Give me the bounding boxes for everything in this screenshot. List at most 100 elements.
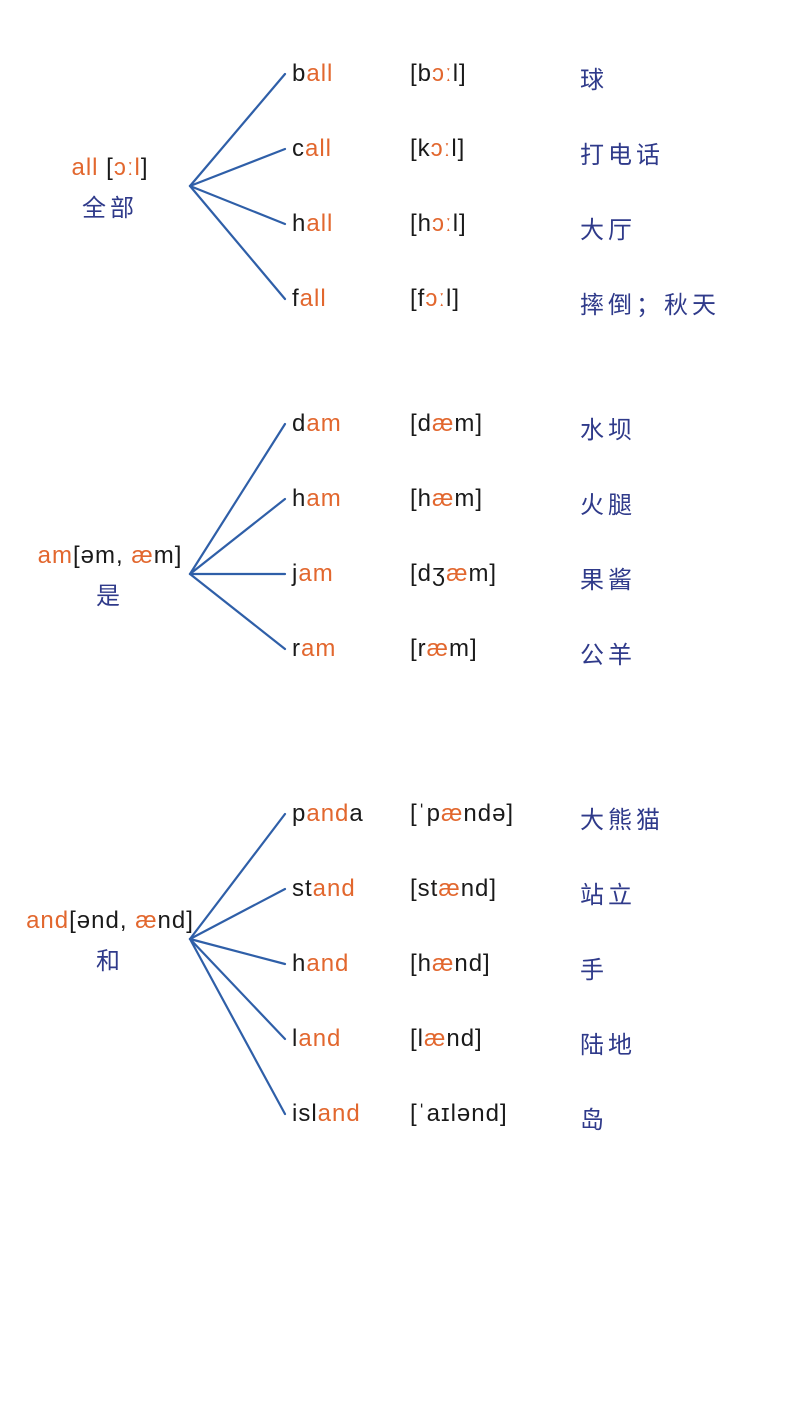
text-segment: nd, [91, 907, 135, 934]
text-segment: m [154, 542, 175, 569]
text-segment: ɔː [432, 210, 453, 237]
branch-ipa: [ˈaɪlənd] [410, 1100, 570, 1128]
text-segment: m] [454, 485, 483, 512]
text-segment: am [306, 485, 341, 512]
branch-word: island [292, 1100, 402, 1128]
text-segment: [l [410, 1025, 424, 1052]
text-segment: [h [410, 210, 432, 237]
text-segment: l] [451, 135, 465, 162]
text-segment: [k [410, 135, 431, 162]
branch-ipa: [dæm] [410, 410, 570, 438]
text-segment: ə [457, 1100, 471, 1127]
text-segment: all [306, 60, 333, 87]
text-segment: l] [453, 60, 467, 87]
branch-ipa: [lænd] [410, 1025, 570, 1053]
text-segment: all [300, 285, 327, 312]
text-segment: nd [463, 800, 492, 827]
text-segment: [ [106, 154, 114, 181]
branch-translation: 公羊 [580, 635, 800, 670]
text-segment: b [292, 60, 306, 87]
text-segment: ] [175, 542, 183, 569]
branch-word: land [292, 1025, 402, 1053]
branch-translation: 手 [580, 950, 800, 985]
text-segment: æ [432, 950, 454, 977]
branch-ipa: [ræm] [410, 635, 570, 663]
branch-lines [0, 800, 800, 1200]
text-segment: ] [141, 154, 149, 181]
text-segment: ɔː [432, 60, 453, 87]
text-segment: [d [410, 410, 432, 437]
text-segment: [f [410, 285, 425, 312]
text-segment: [st [410, 875, 438, 902]
text-segment: and [313, 875, 356, 902]
branch-translation: 果酱 [580, 560, 800, 595]
text-segment: ] [506, 800, 514, 827]
root-word: all [ɔːl] [20, 154, 200, 182]
text-segment: [r [410, 635, 427, 662]
branch-word: call [292, 135, 402, 163]
text-segment: am [306, 410, 341, 437]
text-segment: nd] [446, 1025, 482, 1052]
text-segment: ə [77, 907, 91, 934]
branch-word: ham [292, 485, 402, 513]
text-segment: st [292, 875, 313, 902]
text-segment: m] [468, 560, 497, 587]
branch-translation: 打电话 [580, 135, 800, 170]
text-segment: ɪ [441, 1100, 451, 1127]
root-block: and[ənd, ænd]和 [20, 907, 200, 976]
branch-ipa: [hænd] [410, 950, 570, 978]
branch-ipa: [ˈpændə] [410, 800, 570, 828]
branch-word: panda [292, 800, 402, 828]
text-segment: and [306, 800, 349, 827]
branch-ipa: [dʒæm] [410, 560, 570, 588]
text-segment: and [306, 950, 349, 977]
text-segment: nd] [454, 950, 490, 977]
branch-translation: 火腿 [580, 485, 800, 520]
branch-ipa: [kɔːl] [410, 135, 570, 163]
text-segment: ə [81, 542, 95, 569]
branch-ipa: [fɔːl] [410, 285, 570, 313]
branch-ipa: [hɔːl] [410, 210, 570, 238]
branch-word: dam [292, 410, 402, 438]
branch-translation: 摔倒；秋天 [580, 285, 800, 320]
text-segment: h [292, 950, 306, 977]
branch-translation: 站立 [580, 875, 800, 910]
root-translation: 是 [20, 576, 200, 611]
branch-translation: 岛 [580, 1100, 800, 1135]
text-segment: [ˈp [410, 800, 441, 827]
text-segment: p [292, 800, 306, 827]
text-segment: æ [438, 875, 460, 902]
text-segment: æ [427, 635, 449, 662]
text-segment: [b [410, 60, 432, 87]
branch-word: ball [292, 60, 402, 88]
root-block: am[əm, æm]是 [20, 542, 200, 611]
root-word: am[əm, æm] [20, 542, 200, 570]
branch-translation: 陆地 [580, 1025, 800, 1060]
text-segment: ɔː [431, 135, 452, 162]
branch-translation: 大熊猫 [580, 800, 800, 835]
branch-word: stand [292, 875, 402, 903]
root-word: and[ənd, ænd] [20, 907, 200, 935]
text-segment: am [38, 542, 73, 569]
text-segment: r [292, 635, 301, 662]
branch-word: jam [292, 560, 402, 588]
branch-word: ram [292, 635, 402, 663]
text-segment: ə [492, 800, 506, 827]
text-segment: d [292, 410, 306, 437]
text-segment: [d [410, 560, 432, 587]
text-segment: h [292, 210, 306, 237]
text-segment: nd] [471, 1100, 507, 1127]
branch-word: hand [292, 950, 402, 978]
text-segment: and [318, 1100, 361, 1127]
text-segment: am [298, 560, 333, 587]
text-segment: m] [449, 635, 478, 662]
text-segment: æ [135, 907, 157, 934]
text-segment: nd [158, 907, 187, 934]
text-segment: l] [453, 210, 467, 237]
text-segment: [ˈa [410, 1100, 441, 1127]
text-segment: ɔːl [114, 154, 141, 181]
text-segment: l] [446, 285, 460, 312]
text-segment: m] [454, 410, 483, 437]
text-segment: a [349, 800, 363, 827]
text-segment: ʒ [432, 560, 446, 587]
